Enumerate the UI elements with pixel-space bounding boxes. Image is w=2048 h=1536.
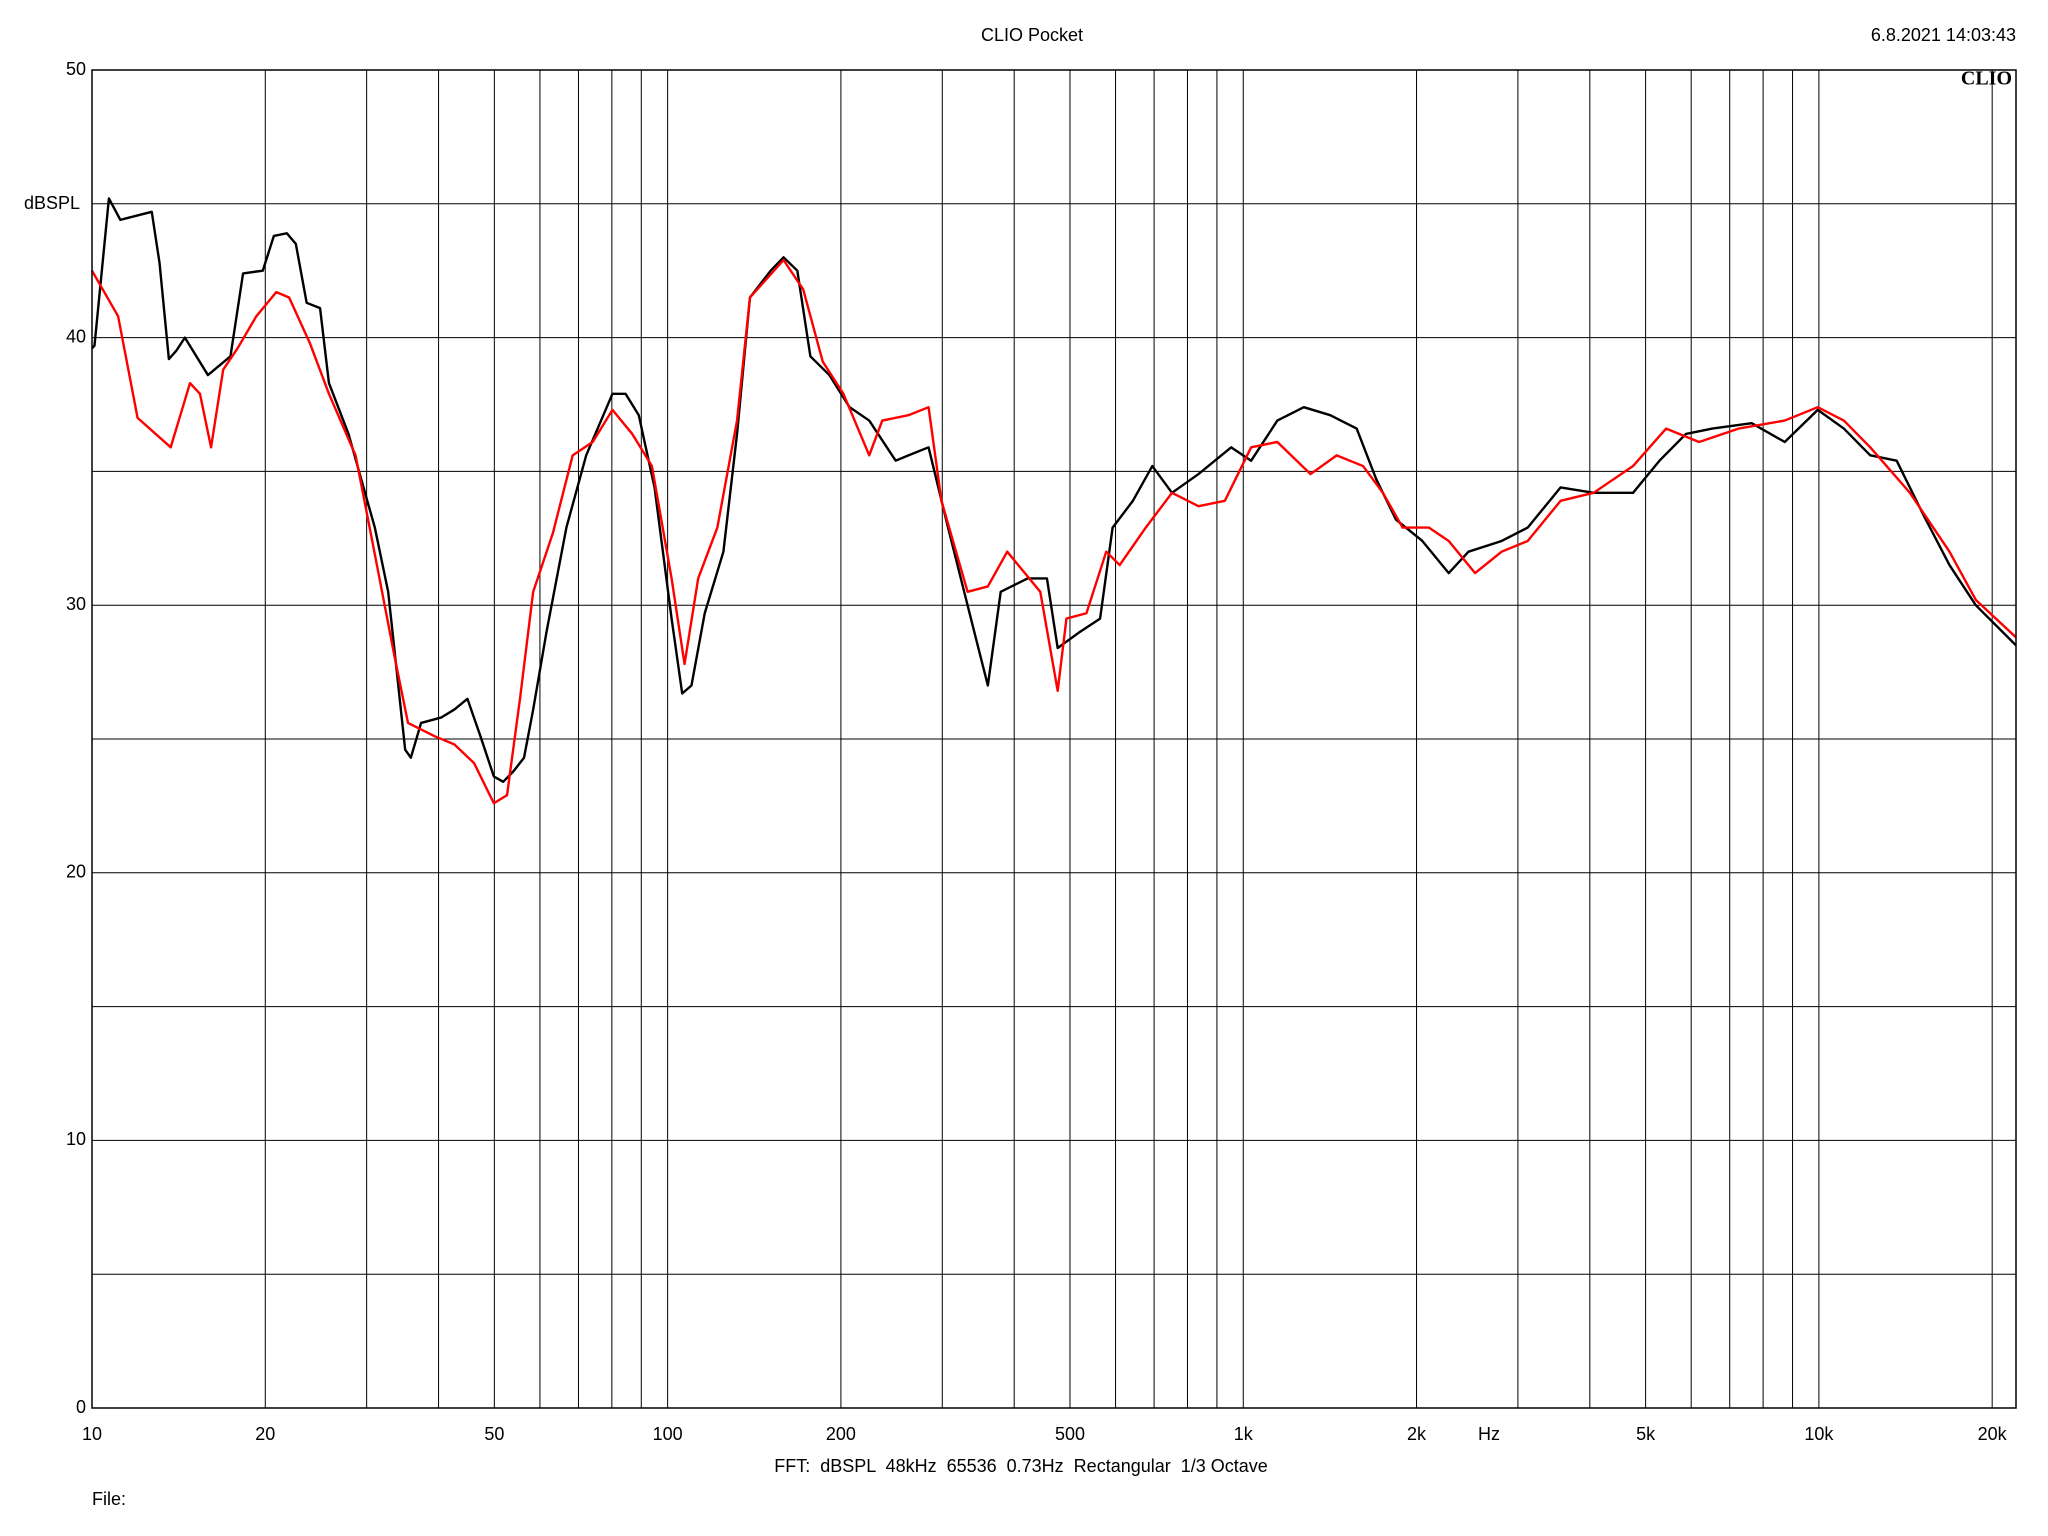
x-tick-label: 10k (1804, 1424, 1834, 1444)
response-curve (91, 197, 2017, 784)
curves (90, 197, 2017, 805)
y-tick-label: 20 (66, 862, 86, 882)
y-tick-label: 50 (66, 59, 86, 79)
response-curve (90, 258, 2017, 805)
x-tick-label: 200 (826, 1424, 856, 1444)
x-tick-label: 5k (1636, 1424, 1656, 1444)
y-tick-label: 10 (66, 1129, 86, 1149)
x-tick-label: 50 (484, 1424, 504, 1444)
grid (91, 69, 2016, 1409)
x-tick-label: 20k (1978, 1424, 2008, 1444)
x-axis-label: Hz (1478, 1424, 1500, 1444)
y-tick-label: 40 (66, 326, 86, 346)
x-tick-label: 20 (255, 1424, 275, 1444)
timestamp: 6.8.2021 14:03:43 (1871, 25, 2016, 45)
plot-frame (91, 69, 2017, 1409)
file-label: File: (92, 1489, 126, 1509)
logo: CLIO (1961, 68, 2012, 90)
x-tick-label: 10 (82, 1424, 102, 1444)
y-axis-label: dBSPL (24, 193, 80, 213)
y-tick-label: 0 (76, 1397, 86, 1417)
x-tick-label: 500 (1055, 1424, 1085, 1444)
x-tick-label: 100 (653, 1424, 683, 1444)
x-tick-label: 2k (1407, 1424, 1427, 1444)
chart-title: CLIO Pocket (981, 25, 1083, 45)
y-tick-label: 30 (66, 594, 86, 614)
subtitle: FFT: dBSPL 48kHz 65536 0.73Hz Rectangula… (774, 1456, 1268, 1476)
x-tick-label: 1k (1234, 1424, 1254, 1444)
